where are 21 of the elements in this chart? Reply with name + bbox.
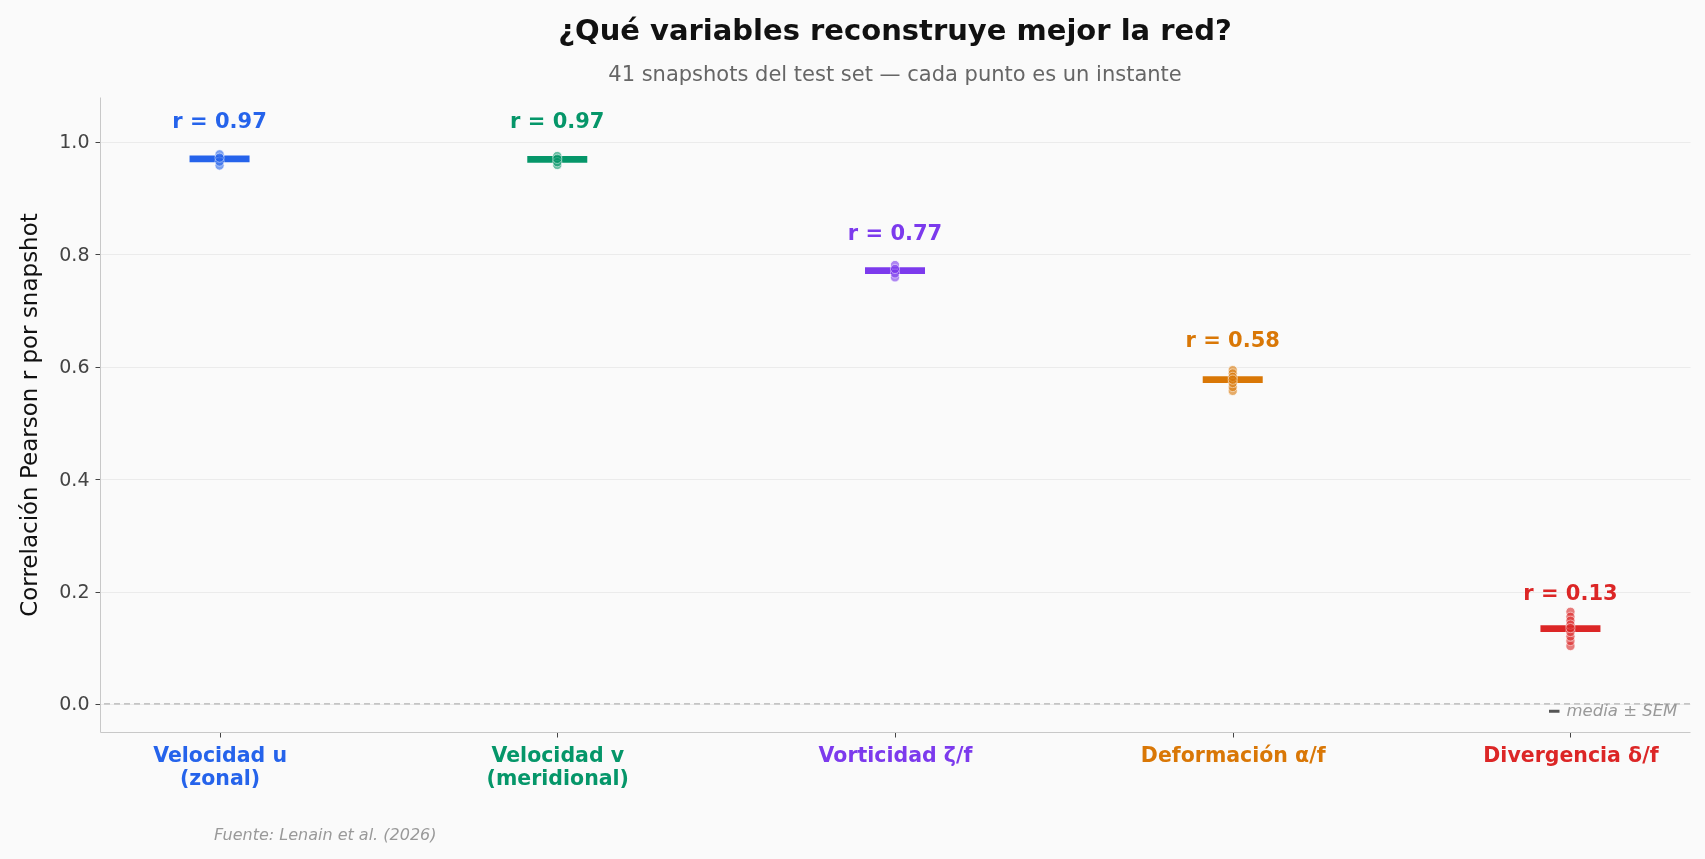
annotation: r = 0.97 bbox=[172, 108, 267, 133]
annotation: r = 0.13 bbox=[1523, 580, 1618, 605]
y-tick-label: 0.6 bbox=[59, 355, 90, 378]
x-tick-label: Deformación α/f bbox=[1140, 742, 1327, 767]
y-tick-label: 0.0 bbox=[59, 692, 90, 715]
chart-title: ¿Qué variables reconstruye mejor la red? bbox=[558, 13, 1232, 47]
annotation: r = 0.77 bbox=[847, 221, 943, 246]
y-tick-label: 0.2 bbox=[59, 580, 90, 603]
y-tick-label: 0.4 bbox=[59, 467, 90, 490]
x-tick-label: Velocidad v (meridional) bbox=[486, 742, 629, 790]
text: media ± SEM bbox=[1566, 701, 1678, 721]
y-tick-label: 1.0 bbox=[59, 130, 90, 153]
y-axis-title: Correlación Pearson r por snapshot bbox=[16, 213, 43, 617]
annotation: r = 0.58 bbox=[1185, 327, 1280, 352]
source-note: Fuente: Lenain et al. (2026) bbox=[214, 825, 437, 844]
x-tick-label: Vorticidad ζ/f bbox=[818, 742, 974, 767]
annotation: r = 0.97 bbox=[510, 108, 605, 133]
chart-subtitle: 41 snapshots del test set — cada punto es un instante bbox=[608, 62, 1182, 86]
y-tick-label: 0.8 bbox=[59, 242, 90, 265]
x-tick-label: Divergencia δ/f bbox=[1483, 742, 1660, 767]
x-tick-label: Velocidad u (zonal) bbox=[153, 742, 287, 790]
